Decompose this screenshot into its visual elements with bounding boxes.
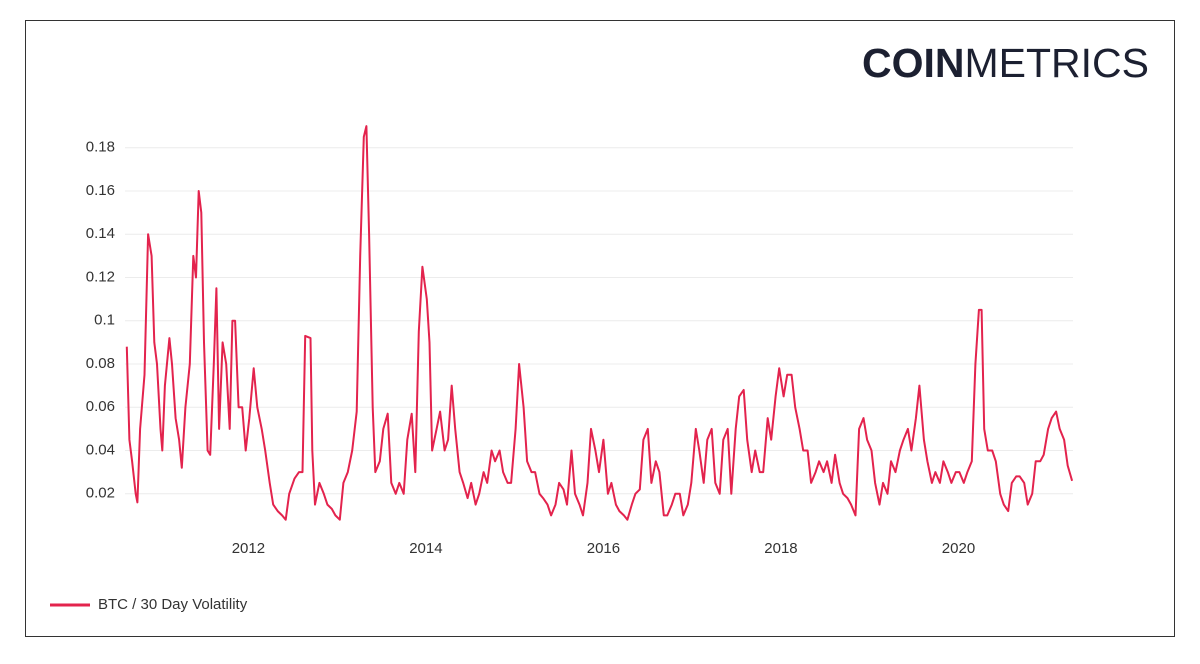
legend-label: BTC / 30 Day Volatility: [98, 596, 248, 613]
x-tick-label: 2014: [409, 540, 442, 557]
y-tick-label: 0.08: [86, 355, 115, 372]
y-tick-label: 0.18: [86, 139, 115, 156]
y-tick-label: 0.1: [94, 312, 115, 329]
x-tick-label: 2018: [764, 540, 797, 557]
logo-bold: COIN: [862, 40, 965, 86]
logo: COINMETRICS: [862, 40, 1149, 86]
y-tick-label: 0.02: [86, 485, 115, 502]
x-tick-label: 2016: [587, 540, 620, 557]
y-tick-label: 0.14: [86, 225, 115, 242]
logo-light: METRICS: [965, 40, 1150, 86]
y-tick-label: 0.12: [86, 268, 115, 285]
x-tick-label: 2012: [232, 540, 265, 557]
y-tick-label: 0.06: [86, 398, 115, 415]
y-tick-label: 0.16: [86, 182, 115, 199]
line: [125, 125, 1074, 521]
x-tick-label: 2020: [942, 540, 975, 557]
y-tick-label: 0.04: [86, 441, 115, 458]
